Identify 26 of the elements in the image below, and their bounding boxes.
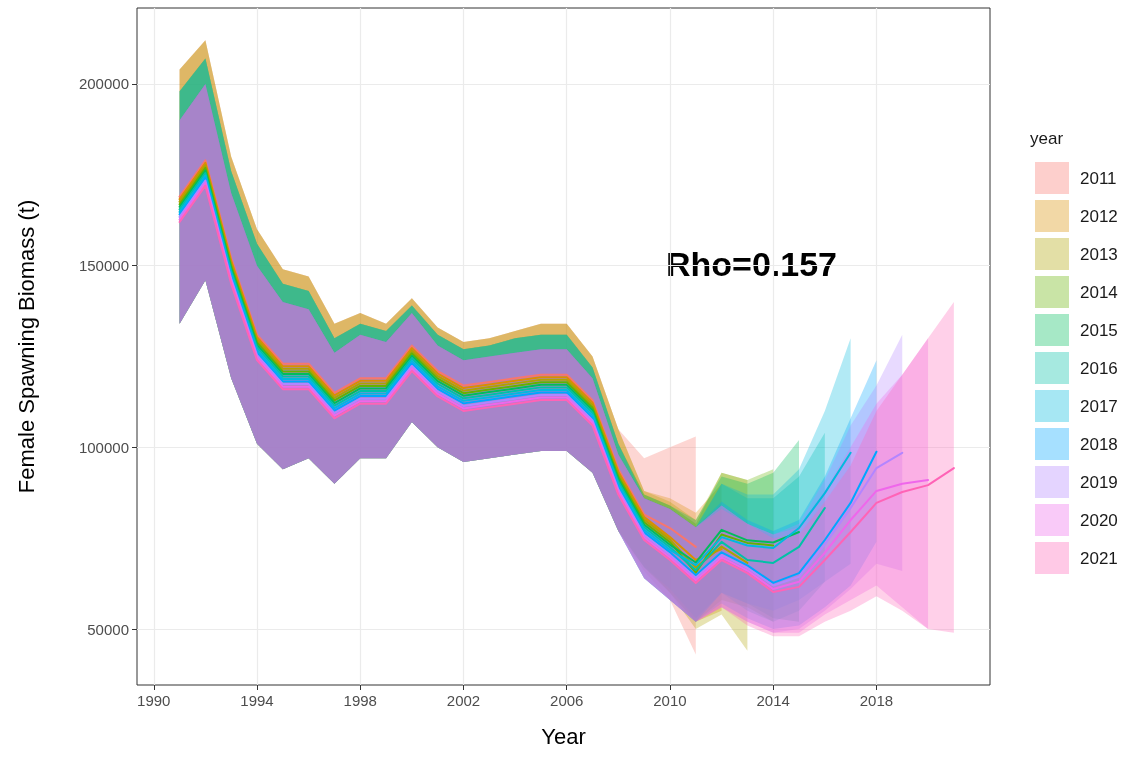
legend-label: 2020 — [1080, 510, 1118, 530]
x-tick-label: 2002 — [446, 692, 481, 709]
x-tick-label: 1990 — [137, 692, 171, 709]
legend-label: 2017 — [1080, 396, 1118, 416]
legend-label: 2012 — [1080, 206, 1118, 226]
legend-label: 2019 — [1080, 472, 1118, 492]
y-tick-label: 200000 — [78, 75, 129, 93]
y-tick-label: 100000 — [78, 438, 129, 456]
legend-label: 2015 — [1080, 320, 1118, 340]
legend-label: 2011 — [1080, 168, 1117, 188]
legend-label: 2021 — [1080, 548, 1118, 568]
x-tick-label: 2006 — [550, 692, 584, 709]
y-tick-label: 150000 — [78, 257, 129, 275]
legend-label: 2016 — [1080, 358, 1118, 378]
legend-label: 2018 — [1080, 434, 1118, 454]
y-axis-title: Female Spawning Biomass (t) — [13, 199, 39, 494]
x-tick-label: 2018 — [859, 692, 894, 709]
legend-label: 2014 — [1080, 282, 1118, 302]
x-tick-label: 1994 — [240, 692, 274, 709]
legend-title: year — [1030, 129, 1064, 148]
x-tick-label: 2014 — [756, 692, 790, 709]
x-tick-label: 2010 — [653, 692, 687, 709]
legend-label: 2013 — [1080, 244, 1118, 264]
x-tick-label: 1998 — [343, 692, 377, 709]
x-axis-title: Year — [541, 723, 586, 749]
y-tick-label: 50000 — [87, 620, 129, 638]
